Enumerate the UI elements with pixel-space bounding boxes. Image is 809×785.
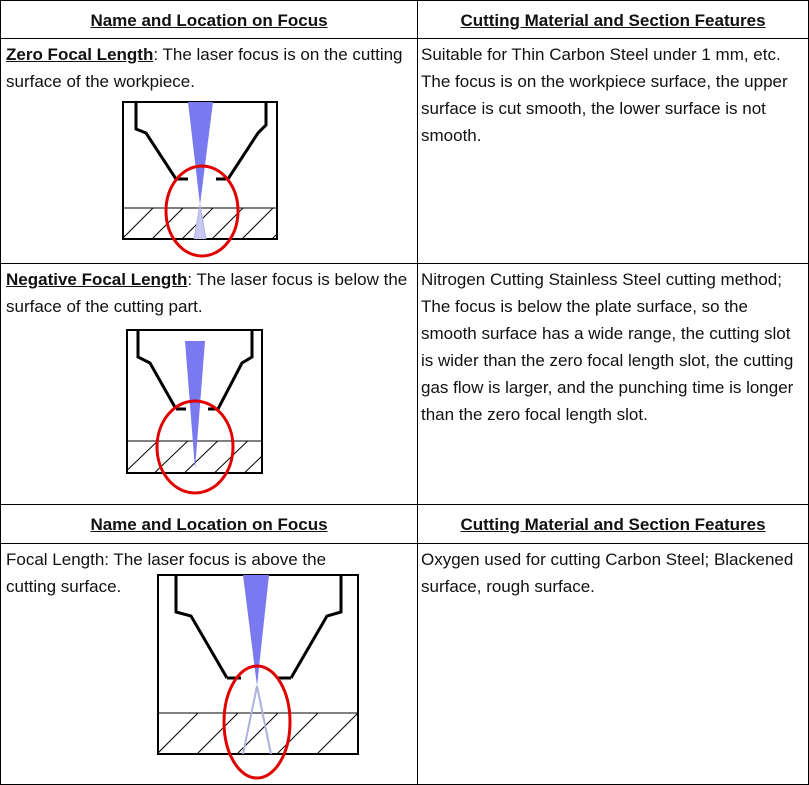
negative-focal-length-diagram <box>126 329 266 499</box>
column-divider <box>417 0 418 785</box>
row-divider <box>0 504 809 505</box>
header-cutting-material: Cutting Material and Section Features <box>460 11 766 30</box>
header-name-location: Name and Location on Focus <box>90 11 328 30</box>
positive-focal-length-description: Focal Length: The laser focus is above t… <box>6 550 327 596</box>
header-name-location: Name and Location on Focus <box>90 515 328 534</box>
table-border-top <box>0 0 809 1</box>
positive-focal-length-features: Oxygen used for cutting Carbon Steel; Bl… <box>421 550 794 596</box>
zero-focal-length-term: Zero Focal Length <box>6 45 154 64</box>
negative-focal-length-term: Negative Focal Length <box>6 270 188 289</box>
table-border-left <box>0 0 1 785</box>
row-divider <box>0 263 809 264</box>
zero-focal-length-description: Zero Focal Length: The laser focus is on… <box>6 45 403 91</box>
zero-focal-length-diagram <box>122 101 282 261</box>
positive-focal-length-diagram <box>157 574 361 780</box>
row-divider <box>0 38 809 39</box>
negative-focal-length-features: Nitrogen Cutting Stainless Steel cutting… <box>421 270 794 424</box>
header-cutting-material: Cutting Material and Section Features <box>460 515 766 534</box>
row-divider <box>0 543 809 544</box>
negative-focal-length-description: Negative Focal Length: The laser focus i… <box>6 270 408 316</box>
zero-focal-length-features: Suitable for Thin Carbon Steel under 1 m… <box>421 45 788 145</box>
